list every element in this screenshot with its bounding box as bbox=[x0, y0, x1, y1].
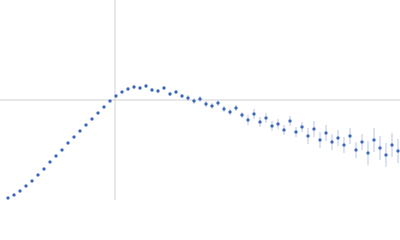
data-point bbox=[84, 123, 88, 127]
data-point bbox=[378, 146, 382, 150]
data-point bbox=[180, 94, 184, 98]
data-point bbox=[396, 149, 400, 153]
data-point bbox=[162, 86, 166, 90]
data-point bbox=[204, 102, 208, 106]
data-point bbox=[234, 106, 238, 110]
data-point bbox=[102, 105, 106, 109]
data-point bbox=[90, 117, 94, 121]
chart bbox=[0, 0, 400, 200]
data-point bbox=[384, 153, 388, 157]
data-point bbox=[294, 130, 298, 134]
data-point bbox=[216, 101, 220, 105]
data-point bbox=[6, 196, 10, 200]
data-point bbox=[222, 107, 226, 111]
data-point bbox=[186, 96, 190, 100]
data-point bbox=[24, 184, 28, 188]
data-point bbox=[108, 99, 112, 103]
data-point bbox=[156, 89, 160, 93]
data-point bbox=[36, 173, 40, 177]
data-point bbox=[240, 113, 244, 117]
data-point bbox=[246, 118, 250, 122]
data-point bbox=[324, 131, 328, 135]
data-point bbox=[30, 179, 34, 183]
data-point bbox=[276, 122, 280, 126]
data-point bbox=[60, 148, 64, 152]
data-point bbox=[192, 99, 196, 103]
data-point bbox=[54, 154, 58, 158]
data-point bbox=[168, 92, 172, 96]
data-point bbox=[72, 135, 76, 139]
data-point bbox=[252, 112, 256, 116]
data-point bbox=[210, 104, 214, 108]
data-point bbox=[114, 94, 118, 98]
data-point bbox=[198, 97, 202, 101]
data-point bbox=[132, 85, 136, 89]
data-point bbox=[42, 167, 46, 171]
data-point bbox=[66, 141, 70, 145]
data-point bbox=[264, 116, 268, 120]
data-point bbox=[174, 90, 178, 94]
data-point bbox=[282, 128, 286, 132]
data-point bbox=[126, 87, 130, 91]
data-point bbox=[120, 90, 124, 94]
data-point bbox=[318, 138, 322, 142]
data-point bbox=[366, 151, 370, 155]
data-point bbox=[372, 138, 376, 142]
data-point bbox=[330, 140, 334, 144]
data-point bbox=[150, 88, 154, 92]
data-point bbox=[342, 143, 346, 147]
data-point bbox=[336, 136, 340, 140]
data-point bbox=[360, 140, 364, 144]
data-point bbox=[144, 84, 148, 88]
data-point bbox=[270, 124, 274, 128]
data-point bbox=[300, 125, 304, 129]
data-point bbox=[390, 143, 394, 147]
data-point bbox=[18, 189, 22, 193]
data-point bbox=[354, 148, 358, 152]
data-point bbox=[138, 86, 142, 90]
data-point bbox=[312, 127, 316, 131]
data-point bbox=[348, 134, 352, 138]
data-point bbox=[12, 193, 16, 197]
data-point bbox=[306, 134, 310, 138]
data-point bbox=[78, 129, 82, 133]
data-point bbox=[258, 120, 262, 124]
data-point bbox=[96, 111, 100, 115]
data-point bbox=[48, 160, 52, 164]
data-point bbox=[228, 110, 232, 114]
data-point bbox=[288, 119, 292, 123]
